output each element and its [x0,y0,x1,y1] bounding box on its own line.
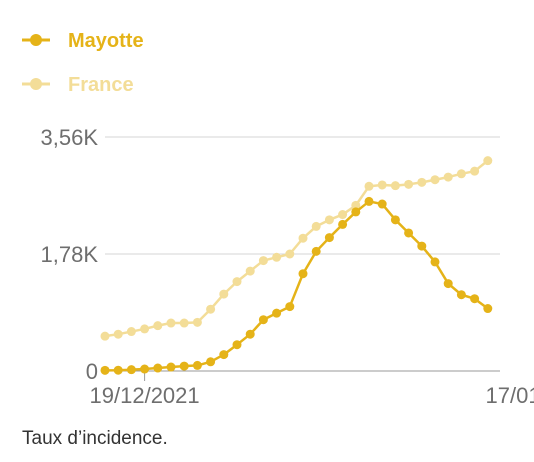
data-point [364,196,374,206]
series-layer [100,156,493,375]
data-point [153,363,163,373]
data-point [324,215,334,225]
data-point [364,181,374,191]
data-point [272,252,282,262]
data-point [258,256,268,266]
data-point [390,215,400,225]
data-point [192,317,202,327]
data-point [285,249,295,259]
x-tick-label: 17/01 [486,383,534,408]
data-point [338,219,348,229]
data-point [140,324,150,334]
data-point [324,233,334,243]
data-point [232,277,242,287]
data-point [245,329,255,339]
data-point [126,327,136,337]
legend: Mayotte France [22,30,144,96]
data-point [285,302,295,312]
legend-swatch-dot [30,78,42,90]
data-point [192,360,202,370]
data-point [456,169,466,179]
legend-label: Mayotte [68,30,144,52]
series-mayotte [100,196,493,375]
data-point [113,329,123,339]
chart-svg: Mayotte France 3,56K 1,78K 019/12/2021 17/01 [22,30,534,408]
data-point [166,362,176,372]
data-point [483,304,493,314]
data-point [351,207,361,217]
data-point [272,308,282,318]
data-point [100,365,110,375]
tick-labels: 3,56K 1,78K 019/12/2021 17/01 [41,125,534,408]
legend-swatch-dot [30,34,42,46]
chart-caption: Taux d’incidence. [22,428,168,449]
data-point [298,269,308,279]
data-point [219,350,229,360]
data-point [430,257,440,267]
data-point [232,340,242,350]
data-point [206,357,216,367]
data-point [470,166,480,176]
data-point [245,266,255,276]
data-point [298,233,308,243]
data-point [206,304,216,314]
data-point [417,177,427,187]
data-point [404,179,414,189]
legend-item-france: France [22,74,134,96]
data-point [153,321,163,331]
data-point [219,289,229,299]
data-point [100,331,110,341]
series-france [100,156,493,341]
legend-label: France [68,74,134,96]
data-point [417,241,427,251]
data-point [443,279,453,289]
data-point [126,365,136,375]
data-point [404,228,414,238]
data-point [456,290,466,300]
data-point [390,181,400,191]
data-point [179,361,189,371]
y-tick-label: 1,78K [41,242,99,267]
data-point [430,175,440,185]
data-point [311,221,321,231]
data-point [258,315,268,325]
data-point [166,318,176,328]
data-point [113,365,123,375]
x-tick-label: 19/12/2021 [90,383,200,408]
y-tick-label: 0 [86,359,98,384]
data-point [443,172,453,182]
y-tick-label: 3,56K [41,125,99,150]
series-line [104,200,489,372]
data-point [179,318,189,328]
legend-item-mayotte: Mayotte [22,30,144,52]
data-point [377,180,387,190]
data-point [351,200,361,210]
data-point [140,364,150,374]
grid [105,136,500,381]
data-point [311,246,321,256]
series-line [104,159,489,338]
data-point [470,294,480,304]
data-point [483,156,493,166]
data-point [377,199,387,209]
data-point [338,210,348,220]
